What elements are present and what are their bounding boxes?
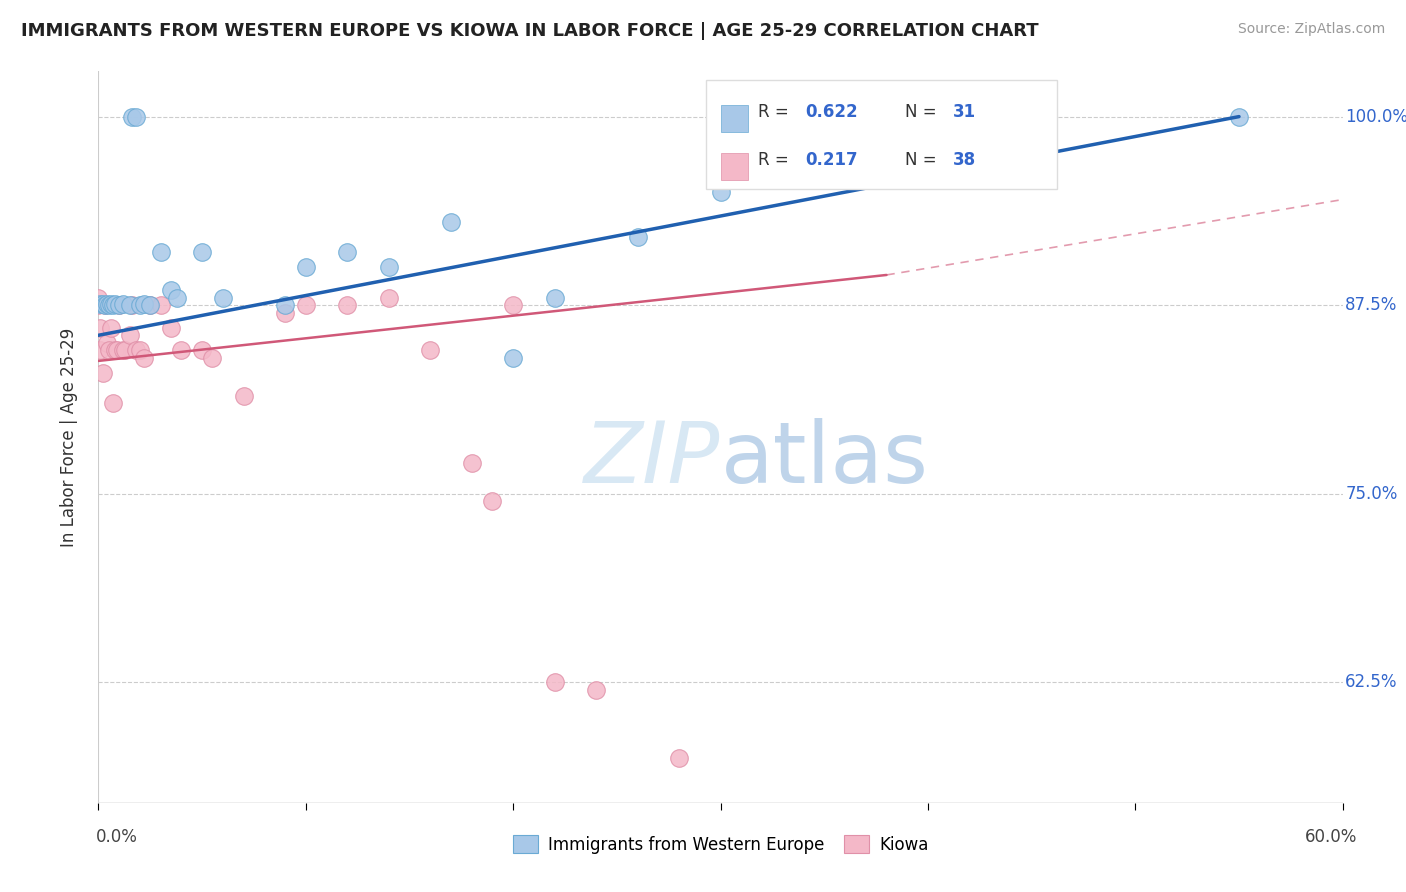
Point bbox=[89, 320, 111, 334]
Point bbox=[132, 296, 155, 310]
Point bbox=[125, 110, 148, 124]
Point bbox=[101, 396, 124, 410]
Text: ZIP: ZIP bbox=[585, 417, 721, 500]
Text: N =: N = bbox=[905, 103, 942, 121]
Text: 0.622: 0.622 bbox=[806, 103, 858, 121]
Point bbox=[125, 343, 148, 358]
Text: Source: ZipAtlas.com: Source: ZipAtlas.com bbox=[1237, 22, 1385, 37]
Point bbox=[97, 343, 120, 358]
Point bbox=[627, 230, 650, 244]
Point bbox=[139, 298, 162, 312]
Point bbox=[112, 343, 135, 358]
Point bbox=[112, 296, 135, 310]
Point bbox=[502, 298, 524, 312]
Text: 100.0%: 100.0% bbox=[1346, 108, 1406, 126]
Point bbox=[668, 750, 690, 764]
Legend: Immigrants from Western Europe, Kiowa: Immigrants from Western Europe, Kiowa bbox=[506, 829, 935, 860]
Text: 0.217: 0.217 bbox=[806, 152, 858, 169]
Point bbox=[543, 675, 565, 690]
Point bbox=[100, 320, 122, 334]
Point bbox=[114, 343, 136, 358]
Point bbox=[104, 296, 127, 310]
Point bbox=[419, 343, 441, 358]
Point bbox=[108, 298, 131, 312]
FancyBboxPatch shape bbox=[706, 80, 1056, 189]
Point bbox=[100, 296, 122, 310]
Point bbox=[1227, 110, 1250, 124]
Point bbox=[336, 245, 359, 260]
Text: IMMIGRANTS FROM WESTERN EUROPE VS KIOWA IN LABOR FORCE | AGE 25-29 CORRELATION C: IMMIGRANTS FROM WESTERN EUROPE VS KIOWA … bbox=[21, 22, 1039, 40]
Point bbox=[160, 320, 183, 334]
Point bbox=[149, 245, 172, 260]
Text: R =: R = bbox=[758, 103, 794, 121]
Point bbox=[502, 351, 524, 365]
Point bbox=[481, 494, 503, 508]
Point bbox=[139, 298, 162, 312]
Point bbox=[201, 351, 224, 365]
Point bbox=[104, 343, 127, 358]
Point bbox=[274, 306, 297, 320]
Point bbox=[118, 298, 141, 312]
Point bbox=[377, 260, 401, 275]
Point bbox=[108, 298, 131, 312]
Point bbox=[93, 298, 115, 312]
Point bbox=[274, 298, 297, 312]
Bar bbox=[721, 104, 748, 132]
Point bbox=[89, 296, 111, 310]
Y-axis label: In Labor Force | Age 25-29: In Labor Force | Age 25-29 bbox=[59, 327, 77, 547]
Point bbox=[91, 296, 114, 310]
Point bbox=[149, 298, 172, 312]
Text: 60.0%: 60.0% bbox=[1305, 828, 1357, 846]
Point bbox=[129, 298, 152, 312]
Point bbox=[89, 343, 111, 358]
Point bbox=[91, 366, 114, 380]
Point bbox=[132, 351, 155, 365]
Text: 87.5%: 87.5% bbox=[1346, 296, 1398, 314]
Point bbox=[460, 457, 484, 471]
Point bbox=[543, 291, 565, 305]
Point bbox=[97, 298, 120, 312]
Point bbox=[191, 245, 214, 260]
Text: 0.0%: 0.0% bbox=[96, 828, 138, 846]
Point bbox=[710, 185, 733, 199]
Point bbox=[295, 260, 318, 275]
Text: 75.0%: 75.0% bbox=[1346, 484, 1398, 502]
Point bbox=[87, 291, 110, 305]
Point bbox=[121, 298, 143, 312]
Text: atlas: atlas bbox=[721, 417, 928, 500]
Point bbox=[96, 296, 118, 310]
Point bbox=[191, 343, 214, 358]
Point bbox=[295, 298, 318, 312]
Bar bbox=[721, 153, 748, 180]
Point bbox=[105, 343, 128, 358]
Text: R =: R = bbox=[758, 152, 794, 169]
Text: 31: 31 bbox=[953, 103, 976, 121]
Point bbox=[96, 335, 118, 350]
Point bbox=[440, 215, 463, 229]
Point bbox=[232, 389, 254, 403]
Point bbox=[211, 291, 233, 305]
Point bbox=[118, 328, 141, 343]
Point bbox=[93, 298, 115, 312]
Point bbox=[170, 343, 193, 358]
Point bbox=[160, 283, 183, 297]
Point bbox=[129, 343, 152, 358]
Point bbox=[121, 110, 143, 124]
Point bbox=[101, 298, 124, 312]
Text: 38: 38 bbox=[953, 152, 976, 169]
Point bbox=[377, 291, 401, 305]
Text: N =: N = bbox=[905, 152, 942, 169]
Point bbox=[166, 291, 188, 305]
Text: 62.5%: 62.5% bbox=[1346, 673, 1398, 691]
Point bbox=[336, 298, 359, 312]
Point bbox=[87, 298, 110, 312]
Point bbox=[585, 682, 607, 697]
